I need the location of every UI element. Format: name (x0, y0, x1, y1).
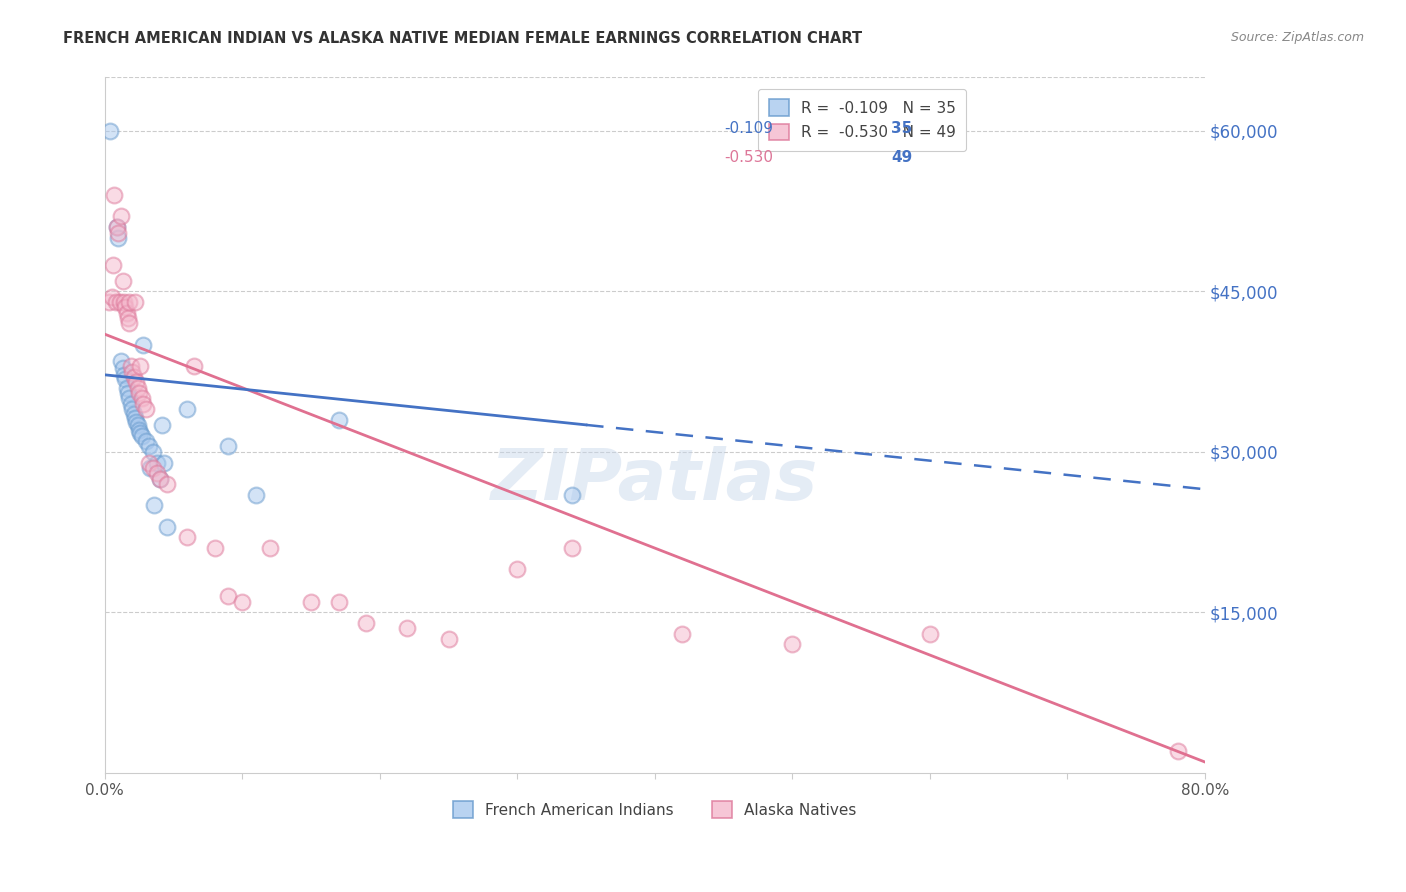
Point (146, 467, 169, 481)
Point (115, 306, 138, 320)
Point (1166, 744, 1188, 758)
Point (111, 274, 134, 288)
Point (231, 594, 253, 608)
Point (114, 372, 136, 386)
Text: 35: 35 (891, 120, 912, 136)
Point (139, 461, 162, 475)
Point (127, 381, 149, 395)
Point (108, 295, 131, 310)
Point (131, 429, 153, 443)
Point (152, 418, 174, 433)
Point (138, 440, 160, 454)
Point (105, 220, 128, 235)
Point (107, 226, 129, 240)
Point (135, 434, 157, 449)
Point (117, 311, 139, 326)
Text: FRENCH AMERICAN INDIAN VS ALASKA NATIVE MEDIAN FEMALE EARNINGS CORRELATION CHART: FRENCH AMERICAN INDIAN VS ALASKA NATIVE … (63, 31, 862, 46)
Point (782, 637, 804, 651)
Point (118, 295, 141, 310)
Point (299, 594, 322, 608)
Text: Source: ZipAtlas.com: Source: ZipAtlas.com (1230, 31, 1364, 45)
Point (118, 317, 141, 331)
Point (115, 381, 138, 395)
Point (121, 365, 143, 379)
Point (125, 376, 148, 390)
Point (149, 472, 172, 486)
Point (127, 418, 149, 433)
Point (114, 301, 136, 315)
Point (142, 461, 165, 475)
Point (105, 220, 128, 235)
Point (217, 440, 239, 454)
Text: 49: 49 (891, 150, 912, 165)
Point (671, 626, 693, 640)
Legend: French American Indians, Alaska Natives: French American Indians, Alaska Natives (447, 796, 863, 824)
Point (183, 359, 205, 374)
Point (153, 456, 176, 470)
Point (561, 488, 583, 502)
Text: ZIPatlas: ZIPatlas (491, 446, 818, 516)
Point (101, 258, 124, 272)
Point (124, 410, 146, 425)
Point (97, 295, 120, 310)
Point (155, 477, 177, 491)
Point (354, 615, 377, 630)
Point (103, 188, 125, 202)
Point (107, 231, 129, 245)
Point (117, 386, 139, 401)
Point (135, 402, 157, 417)
Point (328, 594, 350, 608)
Point (122, 370, 145, 384)
Point (125, 415, 148, 429)
Point (122, 408, 145, 422)
Point (132, 338, 155, 352)
Point (437, 632, 460, 646)
Point (506, 562, 529, 576)
Point (129, 359, 152, 374)
Point (142, 445, 165, 459)
Point (245, 488, 267, 502)
Point (561, 541, 583, 555)
Point (100, 290, 122, 304)
Point (204, 541, 226, 555)
Point (146, 456, 169, 470)
Point (217, 589, 239, 603)
Point (111, 361, 134, 376)
Point (143, 498, 166, 512)
Point (918, 626, 941, 640)
Point (259, 541, 281, 555)
Point (396, 621, 419, 635)
Text: -0.530: -0.530 (724, 150, 773, 165)
Point (128, 386, 150, 401)
Point (124, 295, 146, 310)
Point (176, 530, 198, 544)
Point (110, 210, 132, 224)
Point (98, 124, 121, 138)
Point (176, 402, 198, 417)
Point (155, 519, 177, 533)
Point (121, 402, 143, 417)
Point (120, 397, 142, 411)
Point (138, 456, 160, 470)
Point (120, 359, 142, 374)
Point (118, 392, 141, 406)
Text: -0.109: -0.109 (724, 120, 773, 136)
Point (104, 295, 127, 310)
Point (132, 397, 155, 411)
Point (328, 413, 350, 427)
Point (110, 354, 132, 368)
Point (129, 425, 152, 440)
Point (112, 295, 135, 310)
Point (149, 472, 172, 486)
Point (112, 368, 135, 382)
Point (131, 392, 153, 406)
Point (128, 424, 150, 438)
